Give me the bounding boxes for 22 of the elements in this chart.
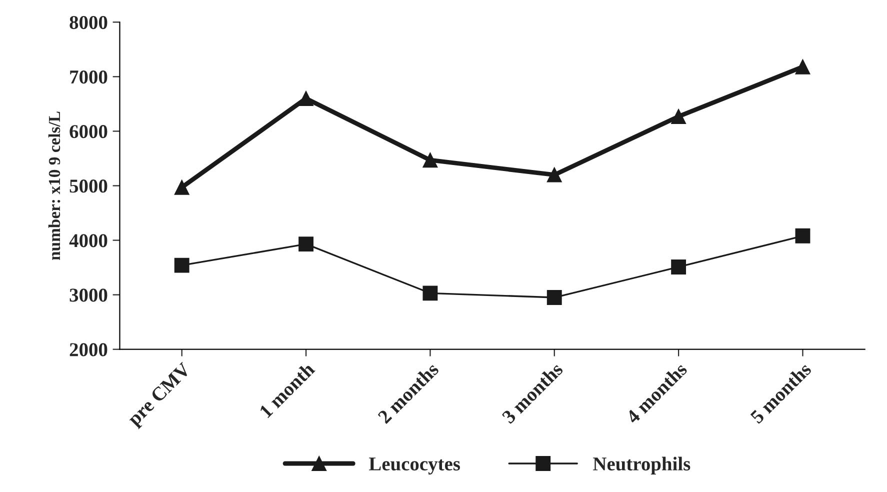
point bbox=[795, 228, 810, 244]
y-tick-label: 2000 bbox=[70, 343, 108, 356]
point bbox=[671, 260, 686, 274]
legend-label: Leucocytes bbox=[368, 458, 460, 474]
y-axis-title: number: x10 9 cels/L bbox=[48, 112, 60, 260]
point bbox=[795, 59, 810, 74]
y-tick-label: 6000 bbox=[70, 125, 108, 138]
point bbox=[422, 152, 438, 168]
point bbox=[422, 286, 438, 301]
point bbox=[546, 167, 562, 182]
point bbox=[298, 236, 314, 252]
point bbox=[671, 109, 686, 124]
y-tick-label: 3000 bbox=[70, 288, 108, 302]
y-tick-label: 8000 bbox=[70, 16, 108, 30]
point bbox=[174, 258, 190, 273]
y-tick-label: 5000 bbox=[70, 180, 108, 193]
y-tick-label: 4000 bbox=[69, 234, 108, 248]
legend-label: Neutrophils bbox=[593, 456, 690, 474]
y-tick-label: 7000 bbox=[70, 70, 108, 84]
point bbox=[546, 290, 562, 305]
point bbox=[174, 180, 190, 195]
point bbox=[298, 91, 314, 106]
